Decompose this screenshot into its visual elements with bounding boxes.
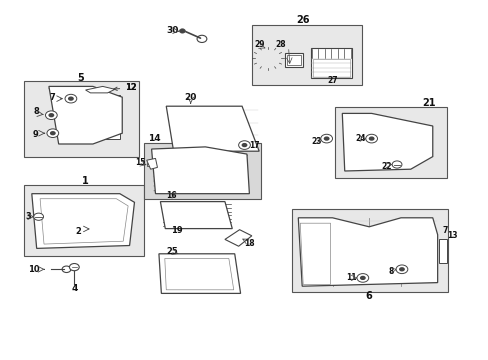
- Text: 8: 8: [388, 267, 393, 276]
- Polygon shape: [32, 194, 134, 248]
- Polygon shape: [151, 147, 249, 194]
- Circle shape: [398, 267, 404, 271]
- Text: 20: 20: [184, 94, 197, 102]
- Polygon shape: [160, 202, 232, 229]
- Circle shape: [255, 49, 280, 68]
- Bar: [24, 81, 139, 157]
- Text: 4: 4: [71, 284, 78, 293]
- Polygon shape: [85, 86, 115, 93]
- Text: 3: 3: [25, 212, 31, 221]
- Text: 19: 19: [171, 226, 183, 235]
- Bar: [251, 25, 361, 85]
- Text: 22: 22: [380, 162, 391, 171]
- Circle shape: [241, 143, 247, 147]
- Polygon shape: [298, 218, 437, 286]
- Bar: [90, 226, 99, 231]
- Text: 29: 29: [254, 40, 264, 49]
- Circle shape: [368, 136, 374, 141]
- Bar: [284, 53, 303, 67]
- Bar: [286, 55, 300, 65]
- Circle shape: [62, 266, 71, 273]
- Circle shape: [323, 136, 329, 141]
- Polygon shape: [146, 158, 157, 169]
- Polygon shape: [342, 113, 432, 171]
- Bar: [51, 212, 117, 216]
- Polygon shape: [166, 106, 259, 151]
- Text: 8: 8: [34, 107, 40, 116]
- Circle shape: [48, 113, 54, 117]
- Text: 17: 17: [248, 140, 259, 150]
- Circle shape: [50, 131, 56, 135]
- Circle shape: [47, 129, 59, 138]
- Bar: [24, 185, 144, 256]
- Circle shape: [356, 274, 368, 282]
- Circle shape: [65, 94, 77, 103]
- Circle shape: [263, 55, 272, 62]
- Text: 24: 24: [355, 134, 366, 143]
- Text: 28: 28: [275, 40, 286, 49]
- Bar: [146, 163, 151, 166]
- Circle shape: [395, 265, 407, 274]
- Text: 5: 5: [77, 73, 84, 83]
- Text: 7: 7: [49, 94, 55, 102]
- Bar: [51, 231, 117, 236]
- Text: 15: 15: [134, 158, 145, 167]
- Bar: [51, 219, 117, 223]
- Circle shape: [391, 161, 401, 168]
- Polygon shape: [49, 86, 122, 144]
- Circle shape: [320, 134, 332, 143]
- Text: 23: 23: [311, 137, 322, 146]
- Circle shape: [45, 111, 57, 120]
- Text: 21: 21: [422, 98, 435, 108]
- Text: 12: 12: [114, 83, 137, 92]
- Text: 6: 6: [365, 291, 372, 301]
- Bar: [144, 143, 260, 199]
- Text: 10: 10: [28, 265, 40, 274]
- Text: 7: 7: [442, 226, 447, 235]
- Text: 25: 25: [166, 248, 178, 256]
- Text: 9: 9: [33, 130, 39, 139]
- Bar: [438, 239, 447, 263]
- Circle shape: [34, 213, 43, 220]
- Circle shape: [238, 141, 250, 149]
- Circle shape: [179, 29, 185, 33]
- Text: 18: 18: [244, 238, 254, 248]
- Bar: [78, 95, 120, 139]
- Circle shape: [68, 96, 74, 101]
- Circle shape: [359, 276, 365, 280]
- Circle shape: [259, 52, 276, 65]
- Text: 13: 13: [447, 231, 457, 240]
- Bar: [51, 206, 117, 210]
- Bar: [312, 59, 349, 77]
- Circle shape: [365, 134, 377, 143]
- Circle shape: [42, 206, 50, 212]
- Polygon shape: [224, 230, 251, 246]
- Text: 1: 1: [82, 176, 89, 186]
- Circle shape: [42, 226, 50, 231]
- Text: 11: 11: [345, 274, 356, 282]
- Circle shape: [42, 215, 50, 221]
- Text: 12: 12: [125, 83, 137, 92]
- Text: 30: 30: [165, 26, 178, 35]
- Text: 26: 26: [296, 15, 309, 25]
- Text: 27: 27: [326, 76, 337, 85]
- Bar: [51, 225, 117, 229]
- Bar: [51, 199, 117, 203]
- Bar: [335, 107, 446, 178]
- Text: 14: 14: [147, 134, 160, 143]
- Bar: [292, 209, 447, 292]
- Text: 2: 2: [75, 227, 81, 236]
- Text: 16: 16: [165, 191, 176, 199]
- Circle shape: [197, 35, 206, 42]
- Circle shape: [69, 264, 79, 271]
- Polygon shape: [159, 254, 240, 293]
- Bar: [310, 48, 351, 78]
